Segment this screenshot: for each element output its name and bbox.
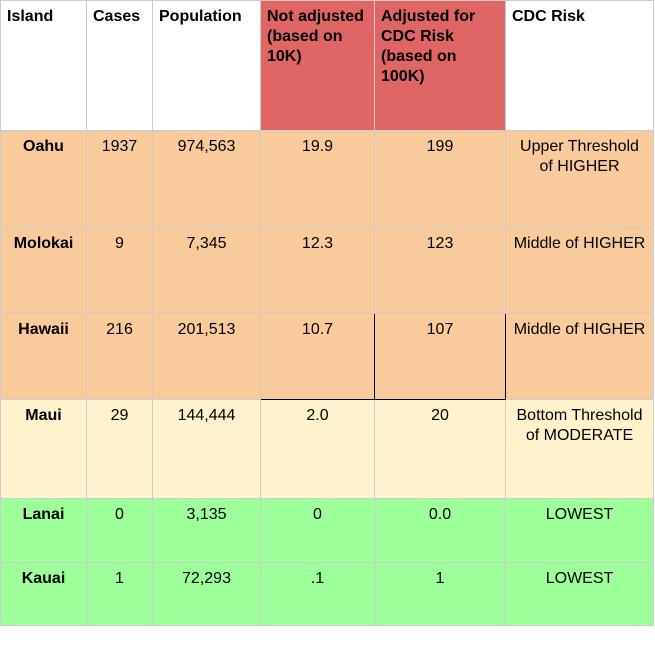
header-cases: Cases [86, 0, 153, 131]
not-adjusted-cell: .1 [260, 562, 375, 626]
cdc-risk-table: Island Cases Population Not adjusted (ba… [0, 0, 654, 626]
risk-cell: Middle of HIGHER [505, 227, 654, 314]
adjusted-cell: 123 [374, 227, 506, 314]
population-cell: 3,135 [152, 498, 261, 563]
risk-cell: LOWEST [505, 498, 654, 563]
island-cell: Hawaii [0, 313, 87, 400]
population-cell: 201,513 [152, 313, 261, 400]
population-cell: 974,563 [152, 130, 261, 228]
cases-cell: 1937 [86, 130, 153, 228]
population-cell: 72,293 [152, 562, 261, 626]
risk-cell: Upper Threshold of HIGHER [505, 130, 654, 228]
adjusted-cell: 199 [374, 130, 506, 228]
header-island: Island [0, 0, 87, 131]
island-cell: Kauai [0, 562, 87, 626]
population-cell: 7,345 [152, 227, 261, 314]
not-adjusted-cell: 10.7 [260, 313, 375, 400]
header-row: Island Cases Population Not adjusted (ba… [0, 0, 654, 131]
island-cell: Oahu [0, 130, 87, 228]
risk-cell: Middle of HIGHER [505, 313, 654, 400]
population-cell: 144,444 [152, 399, 261, 499]
not-adjusted-cell: 2.0 [260, 399, 375, 499]
not-adjusted-cell: 0 [260, 498, 375, 563]
table-row: Oahu 1937 974,563 19.9 199 Upper Thresho… [0, 130, 654, 228]
table-row: Lanai 0 3,135 0 0.0 LOWEST [0, 498, 654, 563]
cases-cell: 216 [86, 313, 153, 400]
header-cdc-risk: CDC Risk [505, 0, 654, 131]
adjusted-cell: 107 [374, 313, 506, 400]
header-adjusted: Adjusted for CDC Risk (based on 100K) [374, 0, 506, 131]
island-cell: Maui [0, 399, 87, 499]
table-row: Molokai 9 7,345 12.3 123 Middle of HIGHE… [0, 227, 654, 314]
table-row: Hawaii 216 201,513 10.7 107 Middle of HI… [0, 313, 654, 400]
island-cell: Molokai [0, 227, 87, 314]
table-row: Kauai 1 72,293 .1 1 LOWEST [0, 562, 654, 626]
adjusted-cell: 1 [374, 562, 506, 626]
cases-cell: 0 [86, 498, 153, 563]
table-row: Maui 29 144,444 2.0 20 Bottom Threshold … [0, 399, 654, 499]
cases-cell: 1 [86, 562, 153, 626]
header-population: Population [152, 0, 261, 131]
adjusted-cell: 20 [374, 399, 506, 499]
cases-cell: 29 [86, 399, 153, 499]
header-not-adjusted: Not adjusted (based on 10K) [260, 0, 375, 131]
risk-cell: Bottom Threshold of MODERATE [505, 399, 654, 499]
not-adjusted-cell: 19.9 [260, 130, 375, 228]
island-cell: Lanai [0, 498, 87, 563]
adjusted-cell: 0.0 [374, 498, 506, 563]
not-adjusted-cell: 12.3 [260, 227, 375, 314]
cases-cell: 9 [86, 227, 153, 314]
risk-cell: LOWEST [505, 562, 654, 626]
